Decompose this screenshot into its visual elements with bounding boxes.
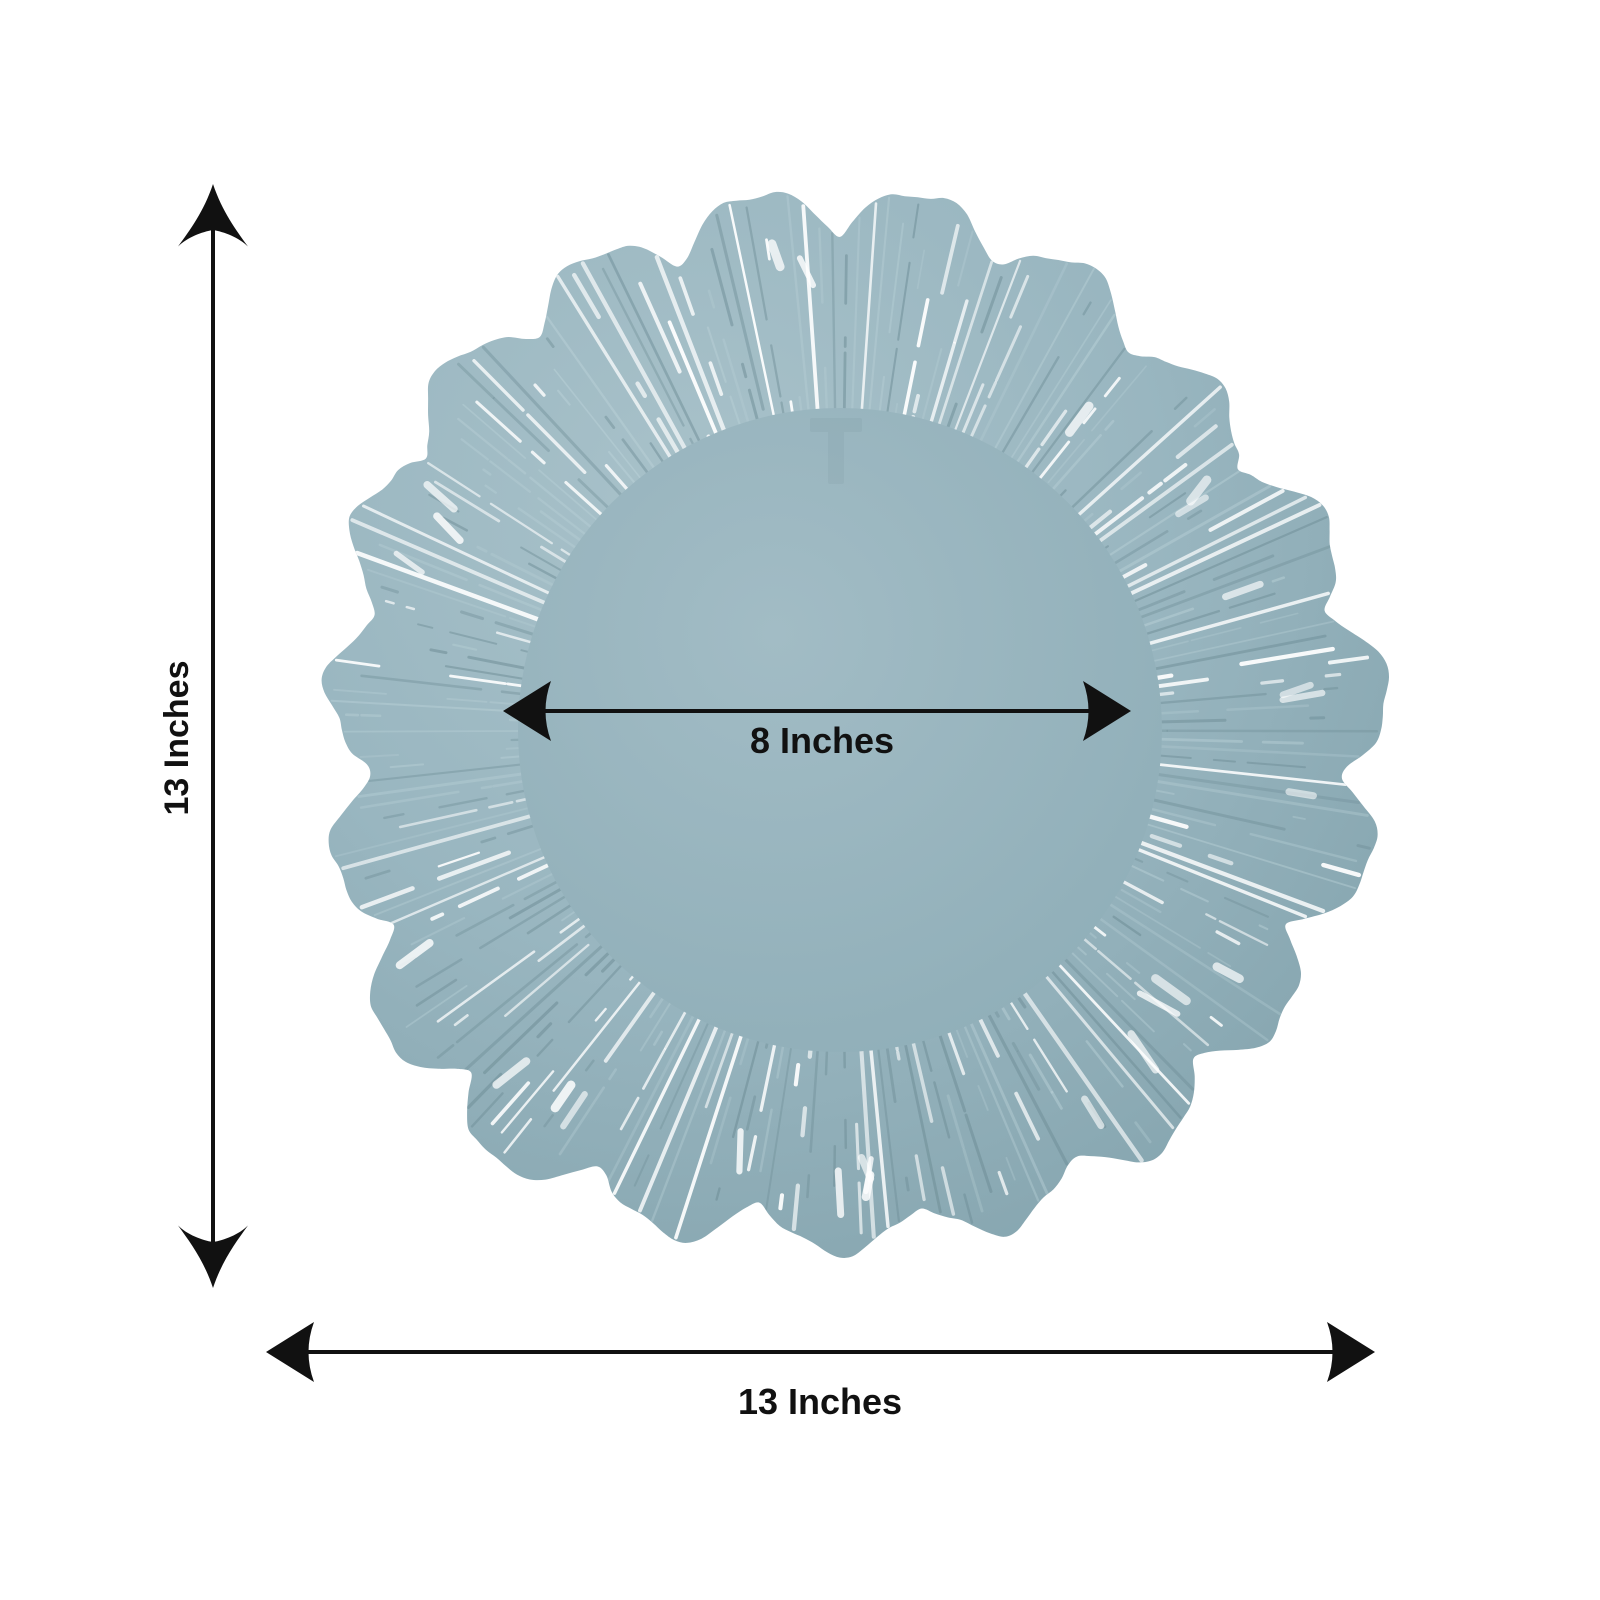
svg-text:13 Inches: 13 Inches bbox=[158, 661, 196, 816]
svg-text:13 Inches: 13 Inches bbox=[738, 1381, 902, 1422]
svg-text:8 Inches: 8 Inches bbox=[750, 720, 894, 761]
